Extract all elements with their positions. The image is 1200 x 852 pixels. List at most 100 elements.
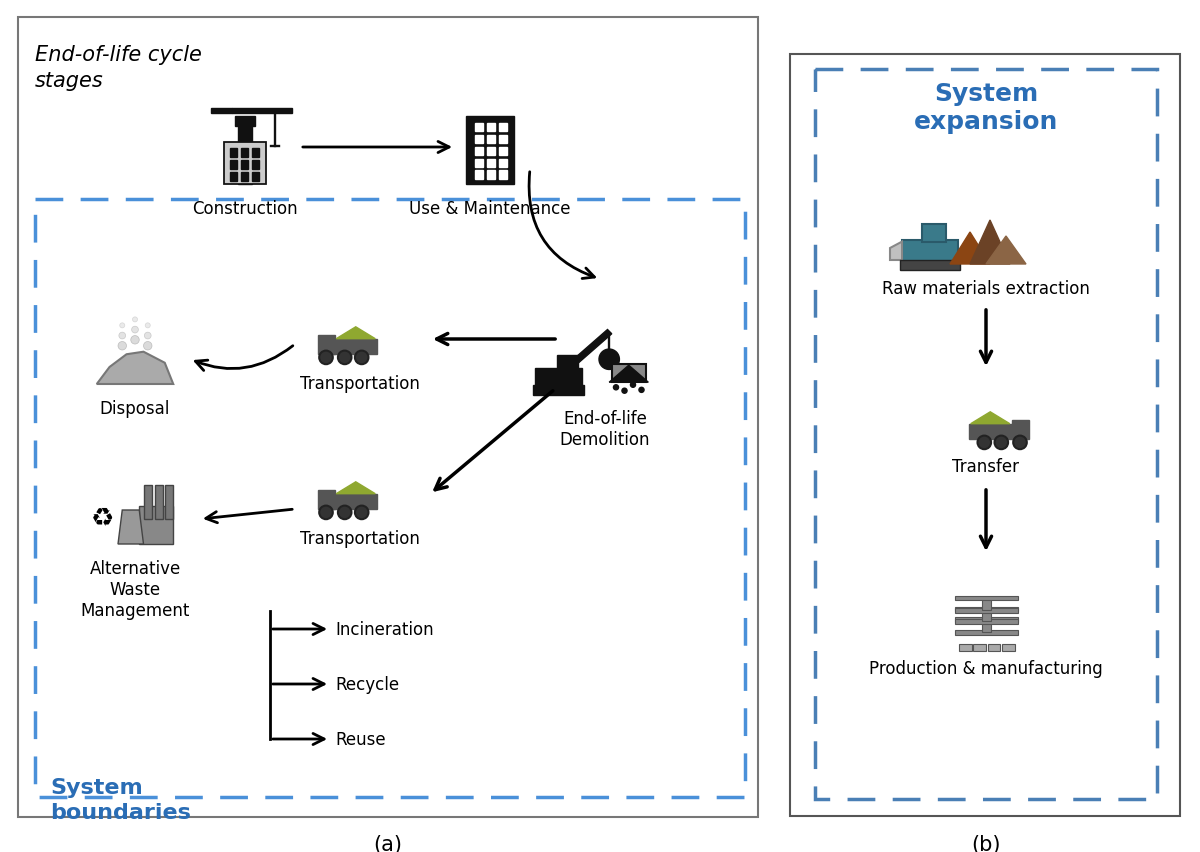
Circle shape — [319, 506, 332, 520]
Bar — [487, 147, 496, 156]
Circle shape — [630, 383, 636, 388]
Bar — [902, 241, 958, 265]
Bar — [211, 108, 233, 114]
Polygon shape — [118, 510, 144, 544]
Bar — [900, 261, 960, 270]
Bar — [954, 596, 1018, 601]
Bar — [954, 618, 1018, 622]
Bar — [229, 149, 238, 158]
Text: Transfer: Transfer — [953, 458, 1020, 475]
Bar — [498, 135, 508, 144]
Circle shape — [338, 506, 352, 520]
Polygon shape — [574, 330, 612, 364]
Circle shape — [118, 343, 126, 350]
Bar — [535, 368, 582, 389]
Text: Recycle: Recycle — [335, 675, 400, 694]
Bar — [498, 147, 508, 156]
Circle shape — [355, 506, 368, 520]
Polygon shape — [950, 233, 990, 265]
Bar — [318, 491, 335, 509]
Bar — [164, 485, 173, 519]
Bar — [1002, 644, 1015, 651]
Text: Use & Maintenance: Use & Maintenance — [409, 199, 571, 218]
Circle shape — [599, 349, 619, 370]
Bar — [475, 147, 484, 156]
Bar — [235, 117, 256, 127]
Text: Construction: Construction — [192, 199, 298, 218]
Bar — [241, 161, 248, 170]
Bar — [229, 173, 238, 181]
Bar — [487, 124, 496, 132]
Text: Production & manufacturing: Production & manufacturing — [869, 659, 1103, 677]
Bar — [475, 159, 484, 168]
Bar — [815, 70, 1157, 799]
Circle shape — [1013, 436, 1027, 450]
Text: Alternative
Waste
Management: Alternative Waste Management — [80, 560, 190, 619]
Text: End-of-life cycle
stages: End-of-life cycle stages — [35, 45, 202, 91]
Polygon shape — [336, 327, 376, 339]
Bar — [973, 644, 986, 651]
Circle shape — [622, 389, 628, 394]
Text: ♻: ♻ — [91, 506, 114, 532]
Bar — [498, 159, 508, 168]
Bar — [475, 135, 484, 144]
Circle shape — [120, 324, 125, 329]
Bar — [982, 619, 990, 632]
Text: Reuse: Reuse — [335, 730, 385, 748]
Circle shape — [338, 351, 352, 365]
Bar — [475, 171, 484, 180]
Bar — [557, 355, 577, 371]
Bar — [241, 149, 248, 158]
Bar — [954, 619, 1018, 624]
Text: Transportation: Transportation — [300, 529, 420, 547]
Bar — [498, 124, 508, 132]
Circle shape — [131, 337, 139, 345]
Bar — [35, 199, 745, 797]
Bar — [487, 171, 496, 180]
Bar — [498, 171, 508, 180]
Bar — [1012, 421, 1028, 440]
Bar — [155, 485, 163, 519]
Bar — [790, 55, 1180, 816]
Text: Transportation: Transportation — [300, 375, 420, 393]
Polygon shape — [97, 352, 173, 384]
Bar — [144, 485, 152, 519]
Bar — [233, 108, 292, 114]
Polygon shape — [610, 366, 648, 383]
Circle shape — [638, 388, 644, 393]
Bar — [954, 630, 1018, 635]
Text: Incineration: Incineration — [335, 620, 433, 638]
Bar — [487, 135, 496, 144]
Bar — [252, 161, 259, 170]
Bar — [238, 125, 252, 185]
Circle shape — [978, 436, 991, 450]
Text: (b): (b) — [971, 834, 1001, 852]
Bar — [970, 424, 1013, 440]
Bar — [229, 161, 238, 170]
Bar — [487, 159, 496, 168]
Polygon shape — [970, 221, 1010, 265]
Bar — [332, 339, 377, 354]
Text: Raw materials extraction: Raw materials extraction — [882, 279, 1090, 297]
Bar — [988, 644, 1001, 651]
Bar — [332, 494, 377, 509]
Bar — [318, 336, 335, 354]
Polygon shape — [986, 237, 1026, 265]
Bar — [954, 607, 1018, 612]
Circle shape — [144, 343, 152, 350]
Bar — [139, 506, 173, 544]
Bar — [533, 385, 583, 395]
Text: System
boundaries: System boundaries — [50, 777, 191, 822]
Bar — [223, 142, 266, 185]
Bar — [252, 149, 259, 158]
Text: System
expansion: System expansion — [914, 82, 1058, 134]
Bar — [982, 608, 990, 621]
Circle shape — [319, 351, 332, 365]
Bar — [252, 173, 259, 181]
Circle shape — [613, 385, 618, 390]
Bar — [959, 644, 972, 651]
Circle shape — [144, 333, 151, 340]
Circle shape — [145, 324, 150, 329]
Bar — [475, 124, 484, 132]
Bar — [466, 117, 514, 185]
